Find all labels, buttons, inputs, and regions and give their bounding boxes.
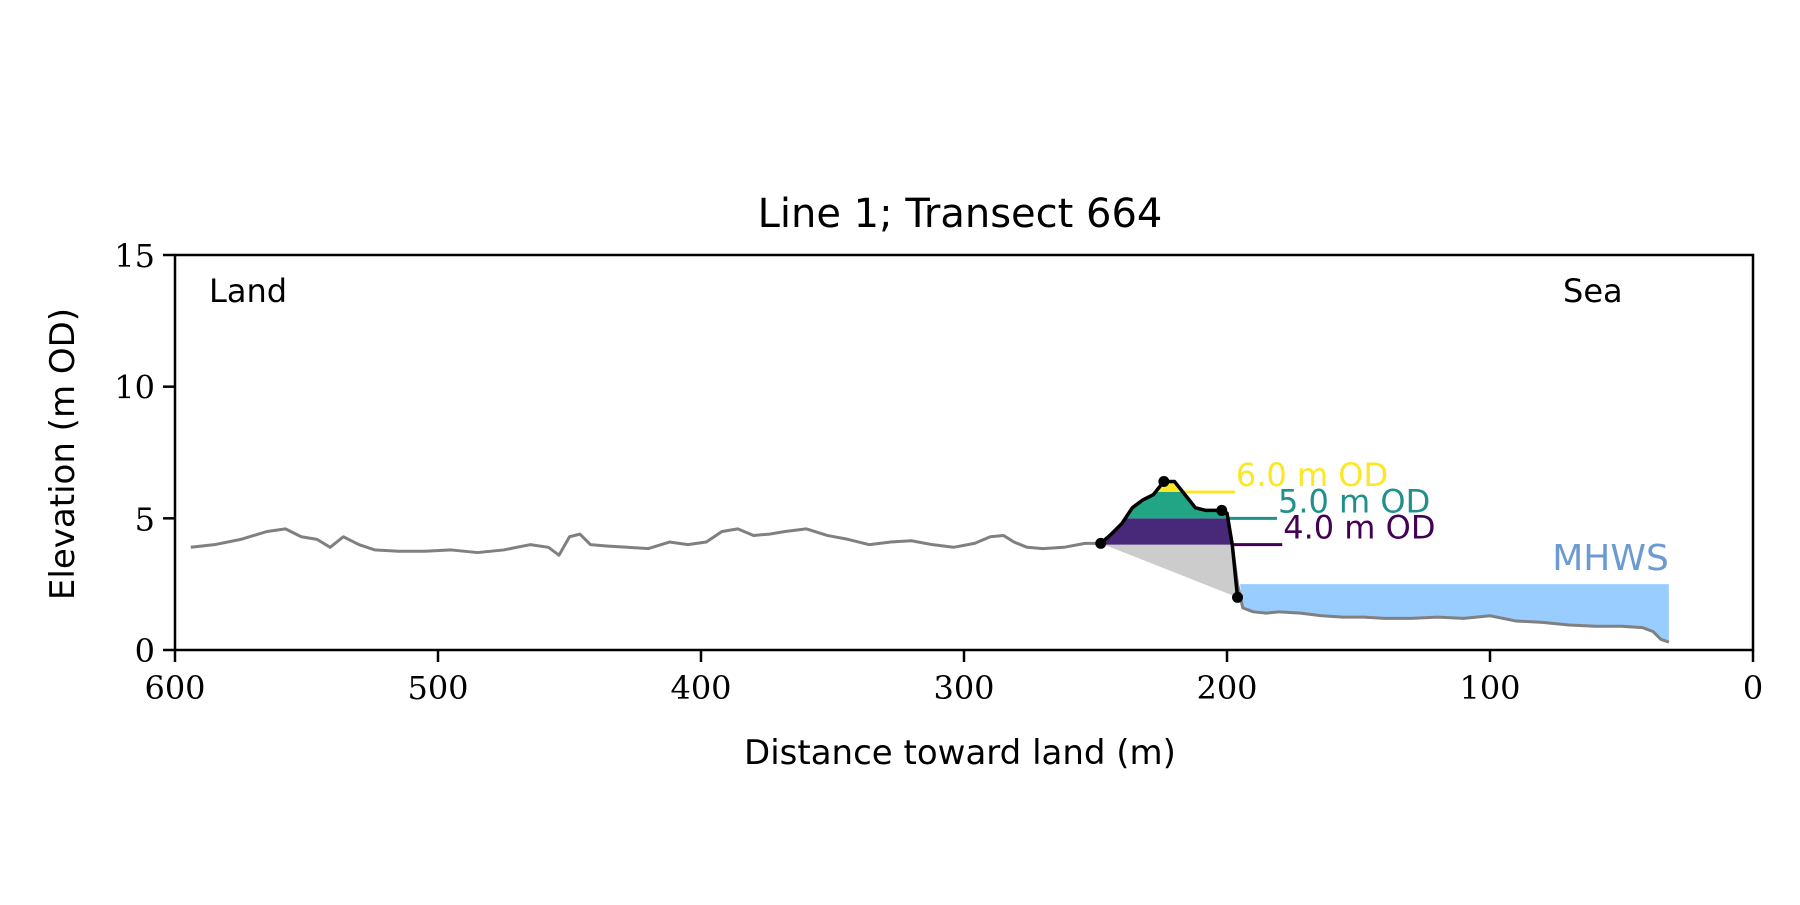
dune-marker-point (1158, 475, 1170, 487)
dune-band-5-0-m-od (1100, 492, 1238, 519)
level-label: 4.0 m OD (1283, 509, 1435, 547)
level-label: 5.0 m OD (1278, 482, 1430, 520)
x-tick-label: 600 (144, 669, 205, 707)
x-tick-label: 200 (1196, 669, 1257, 707)
y-tick-label: 10 (114, 369, 155, 407)
chart-title: Line 1; Transect 664 (758, 191, 1163, 237)
dune-toe-fill (1100, 543, 1238, 598)
dune-marker-point (1232, 591, 1244, 603)
y-axis-label: Elevation (m OD) (43, 308, 83, 600)
y-tick-label: 5 (135, 500, 155, 538)
land-label: Land (209, 272, 287, 310)
x-tick-label: 0 (1743, 669, 1763, 707)
x-tick-label: 100 (1459, 669, 1520, 707)
x-axis-label: Distance toward land (m) (744, 733, 1176, 773)
x-tick-label: 500 (407, 669, 468, 707)
dune-band-4-0-m-od (1100, 518, 1238, 545)
dune-marker-point (1216, 504, 1228, 516)
dune-marker-point (1095, 537, 1107, 549)
dune-band-6-0-m-od (1100, 481, 1238, 492)
profile-line (190, 479, 1670, 644)
level-label: 6.0 m OD (1236, 456, 1388, 494)
mhws-water-fill (1240, 584, 1669, 643)
x-tick-label: 300 (933, 669, 994, 707)
mhws-label: MHWS (1552, 538, 1669, 579)
x-tick-label: 400 (670, 669, 731, 707)
sea-label: Sea (1563, 272, 1623, 310)
y-tick-label: 0 (135, 632, 155, 670)
y-tick-label: 15 (114, 237, 155, 275)
